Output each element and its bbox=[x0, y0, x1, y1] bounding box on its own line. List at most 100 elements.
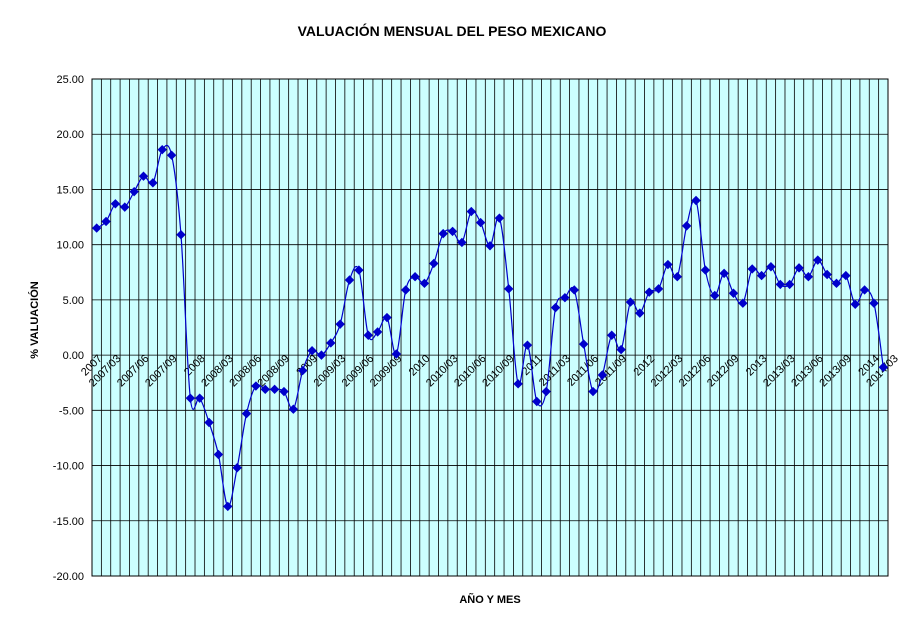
data-point-marker bbox=[372, 327, 383, 337]
data-point-marker bbox=[813, 255, 823, 265]
data-point-marker bbox=[232, 463, 242, 473]
data-point-marker bbox=[869, 298, 879, 308]
data-point-marker bbox=[756, 270, 767, 281]
data-point-marker bbox=[794, 263, 804, 273]
data-point-marker bbox=[822, 269, 832, 280]
y-axis-title: % VALUACIÓN bbox=[28, 281, 41, 358]
data-point-marker bbox=[569, 285, 579, 295]
data-point-marker bbox=[288, 404, 299, 414]
data-point-marker bbox=[625, 297, 636, 307]
data-point-marker bbox=[850, 299, 860, 310]
data-point-marker bbox=[260, 384, 270, 395]
data-point-marker bbox=[354, 265, 364, 275]
data-point-marker bbox=[335, 319, 345, 329]
y-tick-label: -20.00 bbox=[53, 571, 84, 583]
data-point-marker bbox=[457, 237, 467, 248]
data-point-marker bbox=[513, 379, 523, 389]
data-point-marker bbox=[700, 265, 711, 275]
data-point-marker bbox=[550, 302, 561, 313]
data-point-marker bbox=[616, 344, 626, 355]
data-point-marker bbox=[307, 345, 317, 356]
data-point-marker bbox=[344, 275, 355, 285]
data-point-marker bbox=[588, 386, 598, 397]
y-tick-label: -15.00 bbox=[53, 516, 84, 528]
y-tick-label: 15.00 bbox=[56, 184, 84, 196]
data-point-marker bbox=[297, 365, 308, 376]
data-point-marker bbox=[110, 199, 121, 209]
data-point-marker bbox=[859, 285, 870, 295]
data-point-marker bbox=[279, 386, 289, 397]
y-tick-label: 0.00 bbox=[63, 350, 84, 362]
data-point-marker bbox=[766, 262, 776, 272]
data-point-marker bbox=[728, 288, 739, 298]
data-point-marker bbox=[475, 217, 486, 228]
data-point-marker bbox=[204, 417, 214, 428]
data-point-marker bbox=[710, 290, 720, 301]
data-point-marker bbox=[194, 393, 205, 403]
data-point-marker bbox=[541, 386, 551, 397]
data-point-marker bbox=[429, 258, 439, 269]
y-tick-label: 25.00 bbox=[56, 74, 84, 86]
data-point-marker bbox=[391, 349, 402, 359]
data-point-marker bbox=[831, 278, 842, 289]
data-point-marker bbox=[213, 449, 224, 460]
data-point-marker bbox=[138, 171, 149, 181]
data-point-marker bbox=[784, 279, 795, 290]
data-point-marker bbox=[691, 195, 701, 206]
data-point-marker bbox=[522, 340, 533, 350]
data-point-marker bbox=[438, 228, 448, 239]
data-point-marker bbox=[672, 271, 683, 282]
data-point-marker bbox=[485, 241, 495, 251]
data-point-marker bbox=[447, 226, 458, 237]
data-point-marker bbox=[878, 362, 889, 372]
data-point-marker bbox=[504, 284, 514, 294]
data-point-marker bbox=[803, 271, 814, 282]
data-point-marker bbox=[326, 338, 336, 348]
data-point-marker bbox=[653, 284, 664, 294]
data-point-marker bbox=[597, 370, 608, 380]
data-point-marker bbox=[241, 408, 252, 419]
data-point-marker bbox=[185, 393, 196, 403]
data-point-marker bbox=[269, 384, 280, 395]
x-axis-title: AÑO Y MES bbox=[459, 593, 520, 606]
data-point-marker bbox=[401, 285, 411, 295]
data-point-marker bbox=[148, 178, 158, 188]
series-markers bbox=[91, 144, 889, 512]
data-point-marker bbox=[157, 144, 167, 155]
vertical-gridlines bbox=[100, 79, 880, 576]
plot-area bbox=[91, 78, 889, 577]
data-point-marker bbox=[466, 206, 476, 217]
data-point-marker bbox=[681, 221, 692, 231]
data-point-marker bbox=[738, 298, 748, 308]
data-point-marker bbox=[316, 350, 327, 360]
data-point-marker bbox=[363, 330, 373, 340]
data-point-marker bbox=[120, 202, 130, 212]
data-point-marker bbox=[644, 287, 654, 297]
y-axis-tick-labels: 25.00 20.00 15.00 10.00 5.00 0.00 -5.00 -10.00 -… bbox=[53, 74, 84, 583]
data-point-marker bbox=[382, 312, 392, 323]
data-point-marker bbox=[841, 270, 851, 281]
data-point-marker bbox=[635, 308, 645, 318]
data-point-marker bbox=[129, 186, 139, 197]
y-tick-label: -10.00 bbox=[53, 461, 84, 473]
data-point-marker bbox=[166, 150, 177, 160]
data-point-marker bbox=[663, 259, 673, 270]
data-point-marker bbox=[223, 501, 233, 512]
y-tick-label: 20.00 bbox=[56, 129, 84, 141]
data-point-marker bbox=[101, 216, 111, 227]
data-point-marker bbox=[410, 271, 420, 282]
data-point-marker bbox=[176, 230, 186, 240]
y-tick-label: -5.00 bbox=[59, 405, 84, 417]
data-point-marker bbox=[578, 339, 589, 349]
chart-title: VALUACIÓN MENSUAL DEL PESO MEXICANO bbox=[298, 22, 607, 39]
data-point-marker bbox=[532, 396, 542, 407]
data-point-marker bbox=[251, 381, 261, 391]
data-point-marker bbox=[719, 268, 729, 279]
data-point-marker bbox=[747, 264, 757, 274]
data-point-marker bbox=[419, 278, 430, 289]
data-point-marker bbox=[560, 292, 570, 303]
y-tick-label: 5.00 bbox=[63, 295, 84, 307]
data-point-marker bbox=[494, 213, 505, 223]
y-tick-label: 10.00 bbox=[56, 240, 84, 252]
